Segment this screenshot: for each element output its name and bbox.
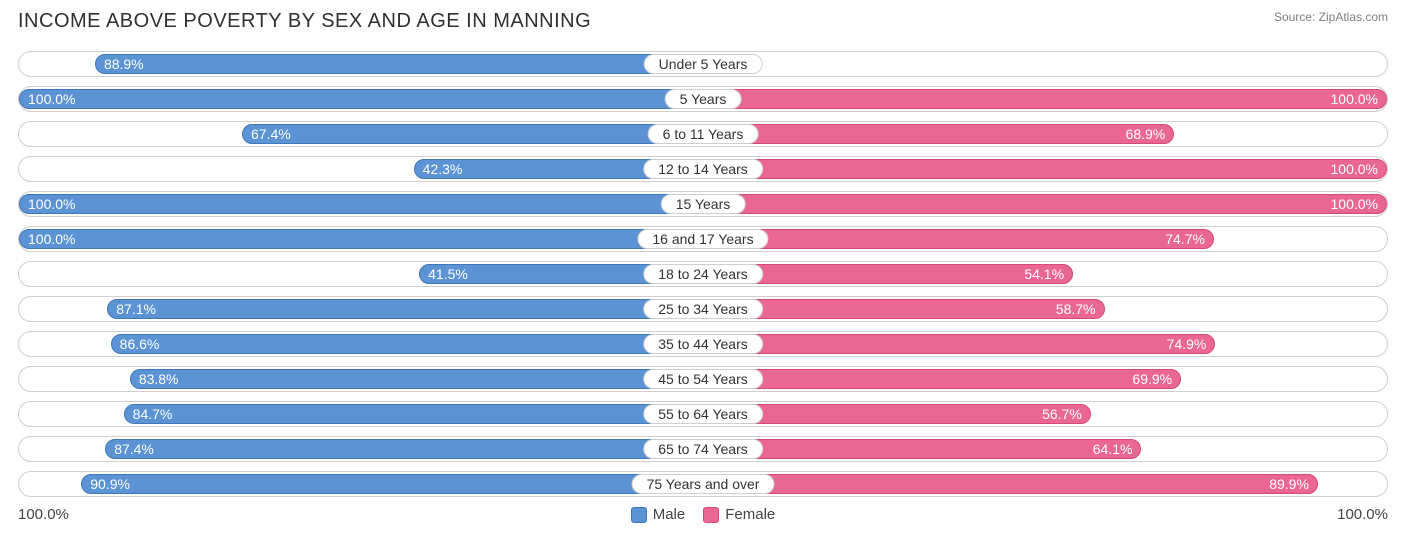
legend-female: Female [703,506,775,523]
category-label: 55 to 64 Years [643,404,763,424]
male-bar: 100.0% [19,194,703,214]
male-value-label: 88.9% [104,56,144,72]
female-value-label: 100.0% [1331,161,1378,177]
female-value-label: 100.0% [1331,196,1378,212]
chart-row: 84.7% 56.7% 55 to 64 Years [18,401,1388,427]
chart-row: 42.3% 100.0% 12 to 14 Years [18,156,1388,182]
chart-row: 90.9% 89.9% 75 Years and over [18,471,1388,497]
male-bar: 87.1% [107,299,703,319]
category-label: 5 Years [665,89,742,109]
header: INCOME ABOVE POVERTY BY SEX AND AGE IN M… [18,10,1388,33]
female-bar: 69.9% [703,369,1181,389]
category-label: 75 Years and over [632,474,775,494]
chart-title: INCOME ABOVE POVERTY BY SEX AND AGE IN M… [18,10,591,33]
male-value-label: 86.6% [120,336,160,352]
chart-footer: 100.0% Male Female 100.0% [18,506,1388,523]
female-bar: 100.0% [703,89,1387,109]
source-label: Source: ZipAtlas.com [1274,10,1388,24]
male-bar: 83.8% [130,369,703,389]
male-bar: 88.9% [95,54,703,74]
male-bar: 90.9% [81,474,703,494]
female-value-label: 64.1% [1093,441,1133,457]
female-value-label: 54.1% [1024,266,1064,282]
male-bar: 100.0% [19,89,703,109]
female-value-label: 89.9% [1269,476,1309,492]
female-bar: 74.9% [703,334,1215,354]
female-value-label: 69.9% [1132,371,1172,387]
female-bar: 74.7% [703,229,1214,249]
female-value-label: 56.7% [1042,406,1082,422]
legend: Male Female [631,506,776,523]
male-value-label: 100.0% [28,91,75,107]
category-label: 6 to 11 Years [648,124,759,144]
male-bar: 87.4% [105,439,703,459]
chart-row: 100.0% 74.7% 16 and 17 Years [18,226,1388,252]
chart-row: 100.0% 100.0% 5 Years [18,86,1388,112]
diverging-bar-chart: 88.9%0.0%Under 5 Years 100.0% 100.0% 5 Year… [18,51,1388,497]
category-label: 45 to 54 Years [643,369,763,389]
female-value-label: 74.7% [1165,231,1205,247]
male-value-label: 90.9% [90,476,130,492]
legend-female-label: Female [725,506,775,523]
male-swatch-icon [631,507,647,523]
male-value-label: 84.7% [133,406,173,422]
category-label: 18 to 24 Years [643,264,763,284]
female-value-label: 100.0% [1331,91,1378,107]
category-label: 25 to 34 Years [643,299,763,319]
male-bar: 86.6% [111,334,703,354]
chart-row: 86.6% 74.9% 35 to 44 Years [18,331,1388,357]
female-bar: 100.0% [703,194,1387,214]
male-value-label: 83.8% [139,371,179,387]
category-label: 12 to 14 Years [643,159,763,179]
category-label: 15 Years [661,194,746,214]
female-value-label: 68.9% [1126,126,1166,142]
male-value-label: 67.4% [251,126,291,142]
female-value-label: 74.9% [1167,336,1207,352]
male-bar: 84.7% [124,404,703,424]
axis-left-label: 100.0% [18,506,69,523]
category-label: 65 to 74 Years [643,439,763,459]
chart-row: 100.0% 100.0% 15 Years [18,191,1388,217]
male-bar: 100.0% [19,229,703,249]
legend-male-label: Male [653,506,686,523]
chart-row: 83.8% 69.9% 45 to 54 Years [18,366,1388,392]
female-bar: 89.9% [703,474,1318,494]
female-swatch-icon [703,507,719,523]
male-value-label: 100.0% [28,231,75,247]
axis-right-label: 100.0% [1337,506,1388,523]
category-label: Under 5 Years [644,54,763,74]
male-value-label: 87.4% [114,441,154,457]
female-bar: 68.9% [703,124,1174,144]
legend-male: Male [631,506,686,523]
chart-row: 67.4% 68.9% 6 to 11 Years [18,121,1388,147]
female-bar: 64.1% [703,439,1141,459]
chart-row: 87.1% 58.7% 25 to 34 Years [18,296,1388,322]
female-value-label: 58.7% [1056,301,1096,317]
female-bar: 100.0% [703,159,1387,179]
category-label: 16 and 17 Years [637,229,768,249]
chart-row: 88.9%0.0%Under 5 Years [18,51,1388,77]
male-value-label: 100.0% [28,196,75,212]
male-value-label: 87.1% [116,301,156,317]
chart-row: 41.5% 54.1% 18 to 24 Years [18,261,1388,287]
female-bar: 58.7% [703,299,1105,319]
male-value-label: 41.5% [428,266,468,282]
category-label: 35 to 44 Years [643,334,763,354]
male-bar: 67.4% [242,124,703,144]
male-value-label: 42.3% [423,161,463,177]
chart-row: 87.4% 64.1% 65 to 74 Years [18,436,1388,462]
